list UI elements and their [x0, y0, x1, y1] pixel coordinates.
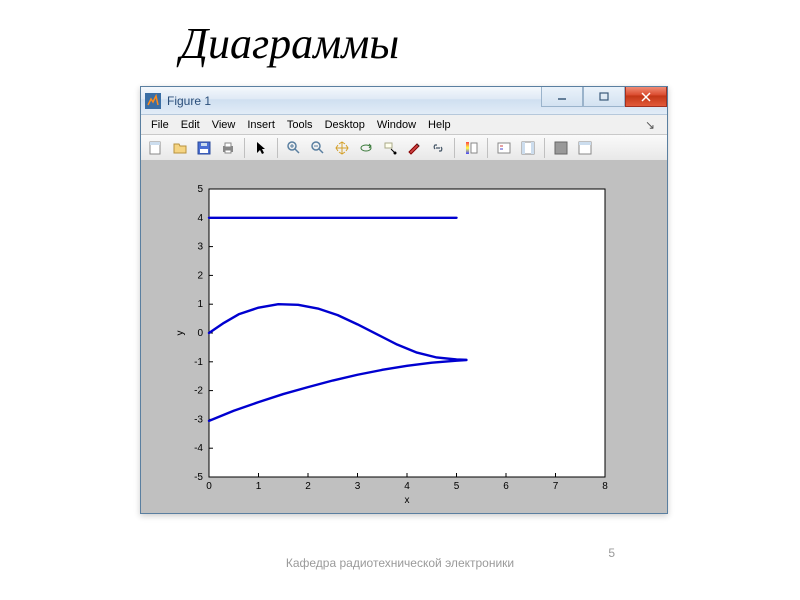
- svg-text:8: 8: [602, 481, 608, 492]
- new-figure-icon[interactable]: [145, 137, 167, 159]
- matlab-figure-window: Figure 1 File Edit View Insert Tools Des…: [140, 86, 668, 514]
- rotate3d-icon[interactable]: [355, 137, 377, 159]
- window-controls: [541, 87, 667, 107]
- footer-text: Кафедра радиотехнической электроники: [270, 556, 530, 570]
- show-plot-tools-icon[interactable]: [517, 137, 539, 159]
- titlebar: Figure 1: [141, 87, 667, 115]
- svg-text:7: 7: [553, 481, 559, 492]
- svg-text:-3: -3: [194, 414, 203, 425]
- svg-text:3: 3: [197, 242, 203, 253]
- svg-text:y: y: [175, 331, 186, 336]
- pan-icon[interactable]: [331, 137, 353, 159]
- menu-insert[interactable]: Insert: [241, 117, 281, 133]
- svg-text:0: 0: [197, 328, 203, 339]
- close-button[interactable]: [625, 87, 667, 107]
- toolbar-separator: [544, 138, 545, 158]
- svg-text:6: 6: [503, 481, 509, 492]
- svg-text:-1: -1: [194, 357, 203, 368]
- menu-tools[interactable]: Tools: [281, 117, 319, 133]
- svg-text:4: 4: [197, 213, 203, 224]
- menu-edit[interactable]: Edit: [175, 117, 206, 133]
- insert-colorbar-icon[interactable]: [460, 137, 482, 159]
- axes-svg: 012345678-5-4-3-2-1012345xy: [209, 189, 605, 477]
- menu-desktop[interactable]: Desktop: [319, 117, 371, 133]
- svg-text:2: 2: [197, 270, 203, 281]
- open-icon[interactable]: [169, 137, 191, 159]
- window-title: Figure 1: [167, 94, 211, 108]
- svg-text:5: 5: [454, 481, 460, 492]
- brush-icon[interactable]: [403, 137, 425, 159]
- svg-text:-4: -4: [194, 443, 203, 454]
- pointer-icon[interactable]: [250, 137, 272, 159]
- svg-text:3: 3: [355, 481, 361, 492]
- toolbar-separator: [454, 138, 455, 158]
- toolbar-separator: [487, 138, 488, 158]
- dock-arrow-icon[interactable]: ↘: [639, 116, 661, 134]
- maximize-button[interactable]: [583, 87, 625, 107]
- svg-text:x: x: [405, 495, 410, 506]
- matlab-icon: [145, 93, 161, 109]
- svg-text:5: 5: [197, 184, 203, 195]
- svg-text:1: 1: [197, 299, 203, 310]
- figure-canvas: 0 1 2 3 4 5 6 7 8 -5 -4 -3 -2 -1 0 1 2 3 4 5 x y: [141, 161, 667, 513]
- dock-figure-icon[interactable]: [574, 137, 596, 159]
- svg-text:4: 4: [404, 481, 410, 492]
- zoom-out-icon[interactable]: [307, 137, 329, 159]
- menubar: File Edit View Insert Tools Desktop Wind…: [141, 115, 667, 135]
- svg-text:2: 2: [305, 481, 311, 492]
- svg-text:-2: -2: [194, 386, 203, 397]
- slide-title: Диаграммы: [180, 18, 399, 69]
- svg-text:0: 0: [206, 481, 212, 492]
- data-cursor-icon[interactable]: [379, 137, 401, 159]
- link-icon[interactable]: [427, 137, 449, 159]
- hide-plot-tools-icon[interactable]: [550, 137, 572, 159]
- menu-view[interactable]: View: [206, 117, 242, 133]
- print-icon[interactable]: [217, 137, 239, 159]
- toolbar-separator: [277, 138, 278, 158]
- menu-file[interactable]: File: [145, 117, 175, 133]
- axes: 012345678-5-4-3-2-1012345xy: [209, 189, 605, 477]
- svg-text:-5: -5: [194, 472, 203, 483]
- page-number: 5: [608, 546, 615, 560]
- insert-legend-icon[interactable]: [493, 137, 515, 159]
- toolbar-separator: [244, 138, 245, 158]
- menu-window[interactable]: Window: [371, 117, 422, 133]
- zoom-in-icon[interactable]: [283, 137, 305, 159]
- minimize-button[interactable]: [541, 87, 583, 107]
- toolbar: [141, 135, 667, 161]
- menu-help[interactable]: Help: [422, 117, 457, 133]
- svg-text:1: 1: [256, 481, 262, 492]
- save-icon[interactable]: [193, 137, 215, 159]
